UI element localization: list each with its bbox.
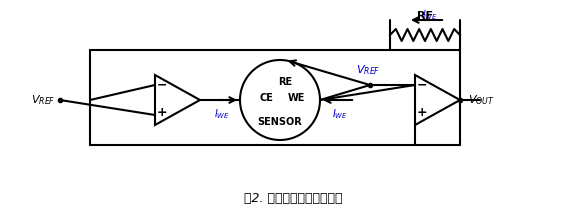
Text: WE: WE: [287, 93, 305, 103]
Text: $V_{REF}$: $V_{REF}$: [356, 63, 380, 77]
Text: −: −: [417, 79, 427, 92]
Text: +: +: [417, 106, 427, 119]
Text: $V_{REF}$: $V_{REF}$: [30, 93, 55, 107]
Text: $I_{WE}$: $I_{WE}$: [422, 8, 438, 22]
Text: $I_{WE}$: $I_{WE}$: [214, 107, 230, 121]
Text: CE: CE: [259, 93, 273, 103]
Text: −: −: [156, 79, 167, 92]
Text: 图2. 简化电化学传感器电路: 图2. 简化电化学传感器电路: [244, 192, 342, 205]
Text: +: +: [156, 106, 168, 119]
Text: $I_{WE}$: $I_{WE}$: [332, 107, 348, 121]
Text: $V_{OUT}$: $V_{OUT}$: [468, 93, 495, 107]
Text: RF: RF: [417, 11, 433, 21]
Text: RE: RE: [278, 77, 292, 87]
Text: SENSOR: SENSOR: [258, 117, 302, 127]
